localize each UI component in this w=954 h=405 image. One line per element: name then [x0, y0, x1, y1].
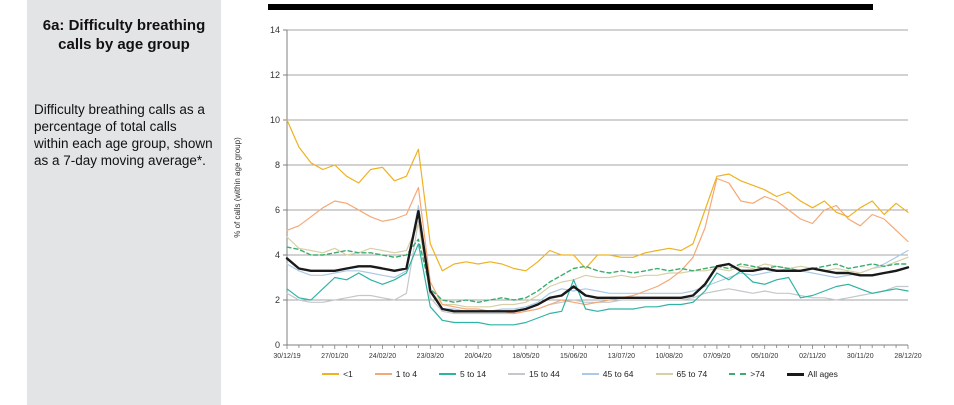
legend-swatch-icon	[581, 373, 599, 375]
y-tick-label: 6	[275, 205, 280, 215]
legend-label: 15 to 44	[529, 369, 560, 379]
x-tick-label: 30/12/19	[273, 353, 300, 360]
y-tick-label: 0	[275, 340, 280, 350]
chart-description: Difficulty breathing calls as a percenta…	[34, 102, 213, 168]
series-line-5 to 14	[286, 243, 909, 326]
page-title: 6a: Difficulty breathing calls by age gr…	[34, 16, 214, 54]
legend-swatch-icon	[508, 373, 526, 375]
y-tick-label: 10	[270, 115, 280, 125]
legend-swatch-icon	[786, 372, 804, 376]
x-tick-label: 05/10/20	[751, 353, 778, 360]
series-line-65 to 74	[286, 222, 909, 308]
legend-item->74: >74	[729, 369, 765, 379]
page-title-line1: 6a: Difficulty breathing	[42, 17, 206, 34]
legend-item-15 to 44: 15 to 44	[508, 369, 560, 379]
y-tick-label: 12	[270, 70, 280, 80]
series-line-45 to 64	[286, 204, 909, 312]
y-tick-label: 8	[275, 160, 280, 170]
legend-label: All ages	[807, 369, 838, 379]
x-tick-label: 13/07/20	[608, 353, 635, 360]
legend-swatch-icon	[729, 373, 747, 375]
y-axis-title: % of calls (within age group)	[233, 137, 242, 238]
legend-item-<1: <1	[322, 369, 353, 379]
x-tick-label: 02/11/20	[799, 353, 826, 360]
page-title-line2: calls by age group	[58, 36, 190, 53]
x-tick-label: 18/05/20	[512, 353, 539, 360]
legend-item-45 to 64: 45 to 64	[581, 369, 634, 379]
series-line-1 to 4	[286, 177, 909, 315]
x-tick-label: 07/09/20	[703, 353, 730, 360]
sidebar: 6a: Difficulty breathing calls by age gr…	[27, 0, 221, 405]
legend-item-1 to 4: 1 to 4	[374, 369, 418, 379]
legend-label: >74	[750, 369, 765, 379]
legend-label: 65 to 74	[676, 369, 708, 379]
legend-swatch-icon	[374, 373, 392, 375]
header-rule	[268, 4, 873, 10]
x-tick-label: 23/03/20	[417, 353, 444, 360]
legend-item-65 to 74: 65 to 74	[655, 369, 708, 379]
x-tick-label: 15/06/20	[560, 353, 587, 360]
y-tick-label: 2	[275, 295, 280, 305]
y-tick-label: 4	[275, 250, 280, 260]
series-line->74	[286, 238, 909, 303]
x-tick-label: 30/11/20	[847, 353, 874, 360]
legend-item-All ages: All ages	[786, 369, 838, 379]
series-line-All ages	[285, 209, 910, 313]
legend-swatch-icon	[322, 373, 340, 375]
legend-label: 45 to 64	[602, 369, 634, 379]
x-tick-label: 20/04/20	[464, 353, 491, 360]
legend-label: <1	[343, 369, 353, 379]
x-tick-label: 24/02/20	[369, 353, 396, 360]
chart-legend: <1 1 to 4 5 to 14 15 to 44 45 to 64 65 to 74 >…	[240, 369, 920, 379]
y-tick-label: 14	[270, 25, 280, 35]
x-tick-label: 10/08/20	[656, 353, 683, 360]
legend-label: 5 to 14	[460, 369, 487, 379]
legend-item-5 to 14: 5 to 14	[439, 369, 486, 379]
series-line-<1	[286, 119, 909, 272]
legend-swatch-icon	[655, 373, 673, 375]
legend-label: 1 to 4	[395, 369, 418, 379]
x-tick-label: 27/01/20	[321, 353, 348, 360]
x-tick-label: 28/12/20	[894, 353, 921, 360]
legend-swatch-icon	[439, 373, 457, 375]
